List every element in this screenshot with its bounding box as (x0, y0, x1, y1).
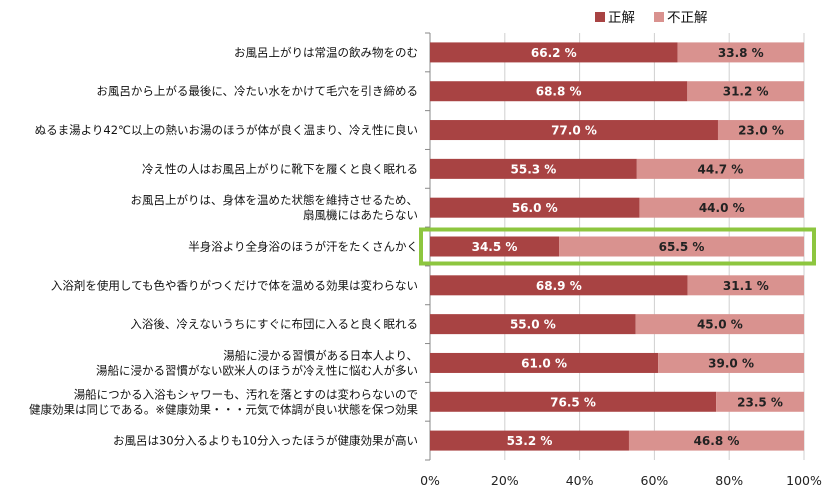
data-label: 66.2 % (531, 46, 577, 60)
x-tick-label: 100% (786, 473, 822, 488)
data-label: 46.8 % (694, 434, 740, 448)
bar-正解-10 (430, 430, 629, 451)
category-label: 入浴後、冷えないうちにすぐに布団に入ると良く眠れる (130, 317, 418, 331)
bar-正解-2 (430, 120, 718, 141)
legend-swatch-1 (654, 12, 664, 22)
x-tick-label: 0% (420, 473, 440, 488)
highlight-box (419, 227, 816, 266)
legend-label: 正解 (608, 10, 635, 26)
category-label: 冷え性の人はお風呂上がりに靴下を履くと良く眠れる (142, 162, 418, 176)
bar-正解-4 (430, 197, 640, 218)
x-tick-label: 20% (491, 473, 519, 488)
data-label: 45.0 % (697, 318, 743, 332)
bar-正解-6 (430, 275, 688, 296)
x-tick-label: 40% (566, 473, 594, 488)
bar-正解-9 (430, 391, 717, 412)
data-label: 23.5 % (737, 395, 783, 409)
data-label: 65.5 % (659, 240, 705, 254)
x-tick-label: 80% (715, 473, 743, 488)
data-label: 77.0 % (551, 124, 597, 138)
data-label: 33.8 % (718, 46, 764, 60)
data-label: 34.5 % (472, 240, 518, 254)
data-label: 76.5 % (550, 395, 596, 409)
data-label: 44.7 % (698, 162, 744, 176)
category-label: お風呂上がりは常温の飲み物をのむ (234, 45, 418, 59)
bar-不正解-4 (639, 197, 804, 218)
category-label: お風呂は30分入るよりも10分入ったほうが健康効果が高い (113, 434, 418, 448)
bar-不正解-2 (717, 120, 804, 141)
bar-正解-1 (430, 81, 688, 102)
data-label: 68.8 % (536, 85, 582, 99)
data-label: 55.0 % (510, 318, 556, 332)
bar-正解-8 (430, 352, 659, 373)
legend-swatch-0 (595, 12, 605, 22)
category-label: 湯船に浸かる習慣がない欧米人のほうが冷え性に悩む人が多い (96, 363, 418, 377)
category-label: 入浴剤を使用しても色や香りがつくだけで体を温める効果は変わらない (51, 278, 418, 292)
bar-正解-5 (430, 236, 560, 257)
category-label: 湯船に浸かる習慣がある日本人より、 (223, 348, 418, 362)
category-label: 健康効果は同じである。※健康効果・・・元気で体調が良い状態を保つ効果 (29, 402, 419, 416)
data-label: 53.2 % (507, 434, 553, 448)
data-label: 23.0 % (738, 124, 784, 138)
category-label: 湯船につかる入浴もシャワーも、汚れを落とすのは変わらないので (74, 387, 418, 401)
bar-不正解-5 (559, 236, 804, 257)
bar-正解-7 (430, 314, 636, 335)
data-label: 44.0 % (699, 201, 745, 215)
category-label: 半身浴より全身浴のほうが汗をたくさんかく (188, 240, 418, 254)
bar-不正解-0 (677, 42, 804, 63)
x-tick-label: 60% (641, 473, 669, 488)
data-label: 61.0 % (521, 356, 567, 370)
bar-不正解-6 (687, 275, 804, 296)
category-label: お風呂から上がる最後に、冷たい水をかけて毛穴を引き締める (96, 84, 418, 98)
legend-label: 不正解 (667, 10, 708, 26)
data-label: 68.9 % (536, 279, 582, 293)
data-label: 56.0 % (512, 201, 558, 215)
bar-不正解-9 (716, 391, 804, 412)
data-label: 55.3 % (511, 162, 557, 176)
bar-不正解-10 (628, 430, 804, 451)
bar-正解-0 (430, 42, 678, 63)
bar-正解-3 (430, 158, 637, 179)
category-label: 扇風機にはあたらない (303, 208, 418, 222)
category-label: ぬるま湯より42℃以上の熱いお湯のほうが体が良く温まり、冷え性に良い (35, 123, 418, 137)
data-label: 31.2 % (723, 85, 769, 99)
bar-不正解-3 (636, 158, 804, 179)
data-label: 39.0 % (708, 356, 754, 370)
data-label: 31.1 % (723, 279, 769, 293)
bar-不正解-1 (687, 81, 804, 102)
bar-不正解-8 (658, 352, 804, 373)
bar-不正解-7 (635, 314, 804, 335)
category-label: お風呂上がりは、身体を温めた状態を維持させるため、 (131, 193, 419, 207)
